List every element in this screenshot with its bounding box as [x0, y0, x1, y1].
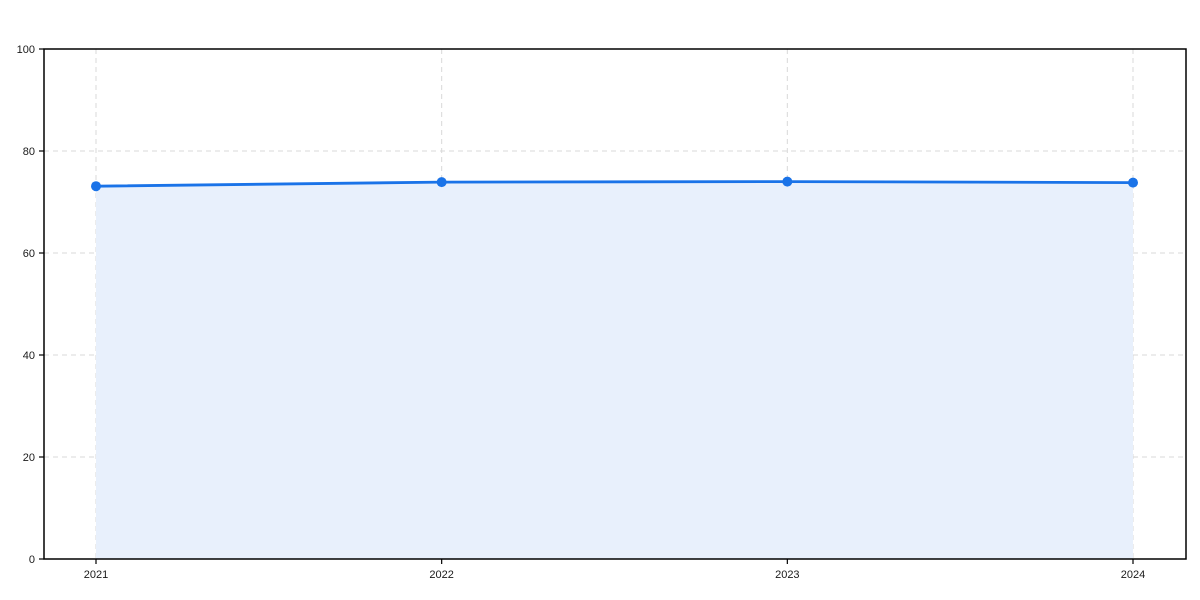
y-axis-tick-label: 40 [23, 350, 35, 362]
axes-spines [43, 48, 1187, 560]
area-fill [96, 181, 1133, 559]
data-point-marker [436, 177, 447, 188]
x-axis-tick-label: 2024 [1121, 569, 1145, 581]
trend-line [94, 180, 1135, 188]
x-axis-tick-label: 2021 [84, 569, 108, 581]
y-axis-tick-label: 20 [23, 452, 35, 464]
y-axis-tick-label: 60 [23, 248, 35, 260]
x-axis-tick-label: 2022 [429, 569, 453, 581]
data-point-marker [91, 181, 101, 192]
data-point-marker [782, 176, 793, 187]
y-axis-tick-label: 100 [17, 44, 35, 56]
x-axis-tick-label: 2023 [775, 569, 799, 581]
y-axis-tick-label: 80 [23, 146, 35, 158]
y-axis-tick-label: 0 [29, 554, 35, 566]
data-point-marker [1128, 177, 1138, 188]
